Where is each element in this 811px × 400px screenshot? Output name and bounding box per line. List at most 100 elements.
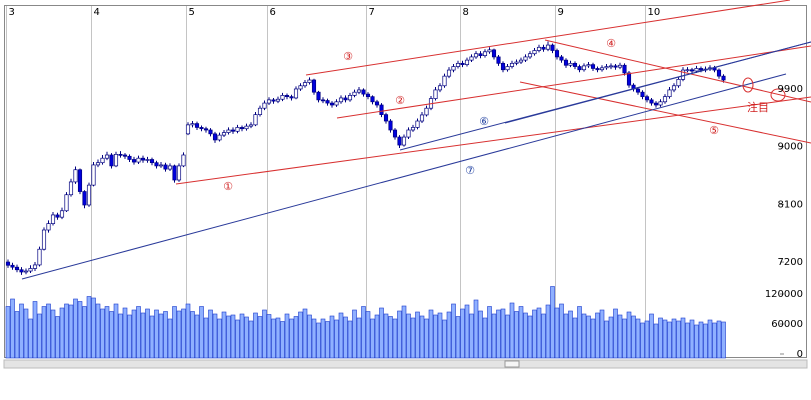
candle-body: [442, 75, 447, 87]
candle-body: [23, 270, 29, 273]
candle-body: [109, 154, 114, 167]
y2-tick-label: 60000: [771, 319, 803, 330]
candle-body: [257, 107, 263, 115]
y-tick-label: 9000: [778, 142, 803, 153]
candle-body: [19, 269, 24, 273]
candle-body: [433, 89, 438, 99]
candle-body: [410, 127, 416, 131]
candle-body: [685, 69, 690, 72]
volume-bars: [5, 286, 726, 359]
volume-bar: [671, 318, 677, 359]
volume-bar: [397, 310, 402, 359]
candle-body: [212, 133, 218, 141]
y2-tick-label: 120000: [765, 289, 803, 300]
x-tick-label: 7: [369, 7, 375, 18]
volume-bar: [424, 318, 429, 359]
volume-bar: [77, 301, 83, 359]
volume-bar: [145, 308, 150, 359]
candle-body: [203, 128, 209, 131]
candle-body: [50, 214, 56, 224]
volume-bar: [275, 317, 281, 359]
candle-body: [167, 165, 173, 170]
candle-body: [365, 93, 371, 98]
volume-bar: [127, 314, 132, 359]
volume-bar: [194, 314, 200, 359]
candle-body: [82, 191, 87, 206]
candle-body: [158, 164, 164, 167]
volume-bar: [136, 306, 141, 359]
volume-bar: [10, 298, 15, 359]
volume-bar: [482, 317, 488, 359]
volume-bar: [410, 317, 416, 359]
candle-body: [455, 62, 461, 67]
volume-bar: [253, 312, 258, 359]
candle-body: [554, 50, 560, 58]
candle-body: [176, 165, 182, 181]
candle-body: [352, 91, 357, 96]
volume-bar: [361, 306, 366, 359]
volume-bar: [662, 319, 668, 359]
candle-body: [154, 162, 159, 167]
volume-bar: [590, 318, 596, 359]
volume-bar: [622, 318, 627, 359]
candle-body: [406, 129, 411, 138]
candle-body: [482, 51, 488, 56]
candle-body: [298, 85, 303, 90]
candle-body: [226, 129, 231, 133]
candle-body: [532, 50, 537, 55]
volume-bar: [563, 313, 569, 359]
volume-bar: [293, 316, 299, 359]
candle-body: [527, 53, 533, 58]
candle-body: [190, 123, 195, 126]
annotation: ③: [343, 50, 353, 63]
volume-bar: [100, 308, 105, 359]
x-tick-label: 3: [9, 7, 15, 18]
volume-bar: [419, 315, 425, 359]
volume-bar: [703, 323, 708, 359]
volume-bar: [518, 306, 524, 359]
volume-bar: [712, 322, 717, 359]
volume-bar: [131, 309, 137, 359]
candle-body: [140, 157, 146, 161]
candle-body: [563, 59, 569, 66]
volume-bar: [82, 306, 87, 359]
candle-body: [518, 59, 524, 63]
candle-body: [316, 91, 321, 101]
candle-body: [244, 125, 249, 130]
volume-bar: [716, 320, 722, 359]
candle-body: [59, 210, 65, 218]
candle-body: [253, 114, 258, 126]
trend-line: [544, 39, 811, 103]
volume-bar: [640, 322, 645, 359]
volume-bar: [311, 318, 317, 359]
volume-bar: [505, 314, 510, 359]
volume-bar: [257, 316, 263, 359]
scrollbar[interactable]: [3, 359, 808, 369]
candle-body: [581, 65, 587, 71]
candle-body: [271, 99, 276, 102]
candle-body: [136, 157, 141, 163]
candle-body: [131, 159, 137, 163]
candle-body: [644, 96, 650, 101]
volume-bar: [73, 298, 78, 359]
trend-line: [21, 73, 787, 280]
volume-bar: [464, 304, 470, 359]
volume-bar: [298, 311, 303, 359]
volume-bar: [55, 316, 60, 359]
candle-body: [262, 102, 267, 109]
annotation: ⑤: [709, 124, 719, 137]
volume-bar: [487, 306, 492, 359]
volume-bar: [226, 315, 231, 359]
candle-body: [374, 101, 380, 106]
trend-line: [175, 96, 811, 185]
scroll-thumb[interactable]: [504, 360, 520, 368]
candle-body: [689, 69, 695, 72]
candle-body: [626, 72, 632, 86]
candle-body: [523, 56, 528, 61]
volume-bar: [91, 297, 96, 359]
volume-bar: [365, 311, 371, 359]
volume-bar: [509, 302, 515, 359]
volume-bar: [154, 309, 159, 359]
